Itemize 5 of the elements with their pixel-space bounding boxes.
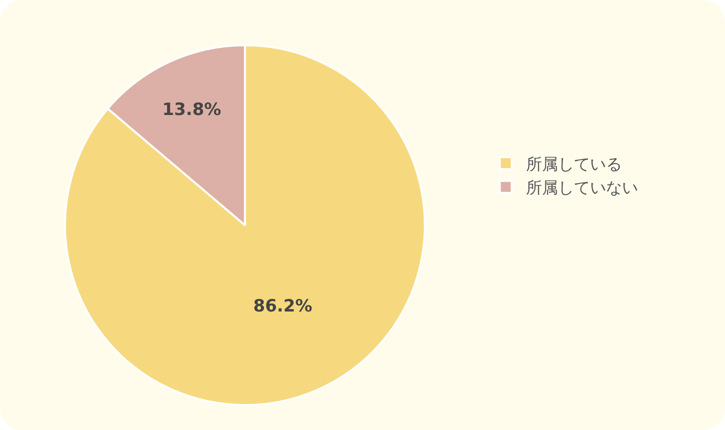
- legend-label: 所属している: [526, 154, 622, 174]
- data-label: 86.2%: [253, 296, 312, 317]
- data-label: 13.8%: [162, 100, 222, 120]
- legend-label: 所属していない: [526, 178, 638, 198]
- pie-slice: [64, 44, 426, 406]
